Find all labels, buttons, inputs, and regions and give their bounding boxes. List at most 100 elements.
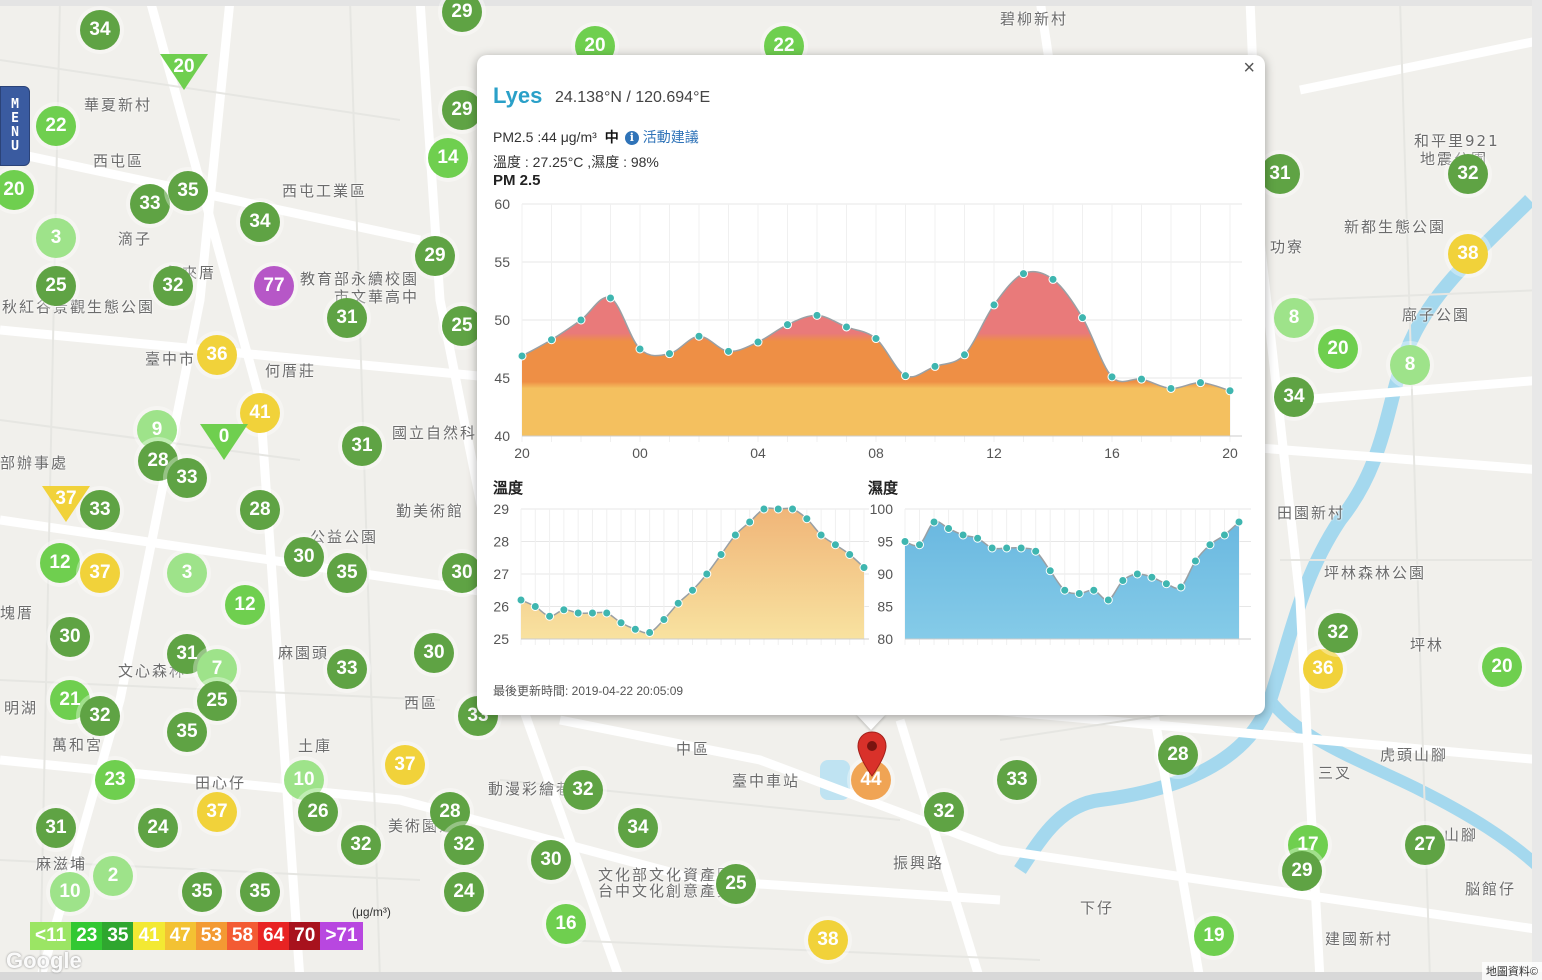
data-point[interactable] — [859, 563, 869, 572]
data-point[interactable] — [688, 585, 697, 595]
data-point[interactable] — [842, 322, 851, 332]
data-point[interactable] — [1161, 579, 1171, 589]
data-point[interactable] — [1048, 274, 1058, 284]
station-marker[interactable]: 77 — [254, 266, 294, 306]
station-marker[interactable]: 32 — [924, 792, 964, 832]
data-point[interactable] — [871, 334, 881, 344]
station-marker[interactable]: 30 — [284, 537, 324, 577]
data-point[interactable] — [773, 504, 783, 514]
data-point[interactable] — [1060, 585, 1070, 595]
station-marker[interactable]: 29 — [1282, 851, 1322, 891]
station-marker[interactable]: 31 — [1260, 154, 1300, 194]
data-point[interactable] — [900, 537, 910, 546]
data-point[interactable] — [530, 602, 540, 611]
station-marker[interactable]: 32 — [444, 825, 484, 865]
data-point[interactable] — [745, 517, 755, 527]
data-point[interactable] — [659, 615, 669, 624]
station-marker[interactable]: 35 — [182, 872, 222, 912]
data-point[interactable] — [1225, 386, 1235, 396]
station-marker[interactable]: 3 — [36, 218, 76, 258]
station-marker[interactable]: 32 — [563, 770, 603, 810]
station-marker[interactable]: 27 — [1405, 825, 1445, 865]
data-point[interactable] — [830, 540, 840, 550]
data-point[interactable] — [694, 331, 704, 341]
station-marker[interactable]: 26 — [298, 792, 338, 832]
data-point[interactable] — [645, 628, 655, 637]
station-marker[interactable]: 20 — [0, 170, 34, 210]
station-marker[interactable]: 29 — [442, 0, 482, 32]
station-marker[interactable]: 33 — [167, 458, 207, 498]
station-marker[interactable]: 30 — [50, 617, 90, 657]
menu-button[interactable]: MENU — [0, 86, 30, 166]
station-marker[interactable]: 22 — [36, 106, 76, 146]
station-marker[interactable]: 31 — [327, 298, 367, 338]
data-point[interactable] — [1118, 576, 1128, 585]
station-marker[interactable]: 25 — [36, 266, 76, 306]
selected-location-pin-icon[interactable] — [855, 730, 889, 780]
station-marker[interactable]: 25 — [716, 864, 756, 904]
data-point[interactable] — [559, 605, 569, 615]
station-marker[interactable]: 12 — [40, 543, 80, 583]
station-marker[interactable]: 25 — [442, 306, 482, 346]
station-marker[interactable]: 25 — [197, 681, 237, 721]
station-marker[interactable]: 31 — [342, 426, 382, 466]
data-point[interactable] — [702, 569, 712, 579]
data-point[interactable] — [1176, 582, 1186, 592]
station-marker[interactable]: 37 — [80, 553, 120, 593]
station-marker[interactable]: 28 — [240, 490, 280, 530]
data-point[interactable] — [730, 530, 740, 540]
data-point[interactable] — [665, 349, 674, 359]
station-marker[interactable]: 12 — [225, 585, 265, 625]
data-point[interactable] — [915, 540, 925, 550]
data-point[interactable] — [1002, 543, 1012, 553]
triangle-station-marker[interactable] — [200, 424, 248, 460]
station-marker[interactable]: 21 — [50, 680, 90, 720]
station-marker[interactable]: 20 — [1318, 329, 1358, 369]
station-marker[interactable]: 35 — [168, 171, 208, 211]
data-point[interactable] — [929, 517, 939, 527]
data-point[interactable] — [1019, 269, 1028, 279]
station-marker[interactable]: 33 — [997, 760, 1037, 800]
station-marker[interactable]: 34 — [240, 202, 280, 242]
station-marker[interactable]: 2 — [93, 856, 133, 896]
station-marker[interactable]: 29 — [415, 236, 455, 276]
station-marker[interactable]: 35 — [167, 712, 207, 752]
data-point[interactable] — [1016, 543, 1026, 553]
station-marker[interactable]: 30 — [531, 840, 571, 880]
data-point[interactable] — [1031, 546, 1041, 556]
station-marker[interactable]: 19 — [1194, 916, 1234, 956]
data-point[interactable] — [1103, 595, 1113, 605]
station-marker[interactable]: 28 — [1158, 735, 1198, 775]
data-point[interactable] — [547, 335, 556, 345]
data-point[interactable] — [630, 624, 640, 634]
station-marker[interactable]: 30 — [414, 633, 454, 673]
data-point[interactable] — [716, 550, 726, 559]
data-point[interactable] — [1205, 540, 1215, 550]
data-point[interactable] — [930, 361, 940, 371]
station-marker[interactable]: 32 — [341, 825, 381, 865]
data-point[interactable] — [1107, 372, 1117, 382]
data-point[interactable] — [973, 533, 983, 543]
station-marker[interactable]: 23 — [95, 760, 135, 800]
station-marker[interactable]: 24 — [138, 808, 178, 848]
station-marker[interactable]: 31 — [36, 808, 76, 848]
data-point[interactable] — [1219, 530, 1229, 540]
triangle-station-marker[interactable] — [42, 486, 90, 522]
data-point[interactable] — [845, 550, 855, 559]
station-marker[interactable]: 37 — [385, 745, 425, 785]
station-marker[interactable]: 32 — [80, 696, 120, 736]
station-marker[interactable]: 16 — [546, 904, 586, 944]
info-icon[interactable]: i — [624, 131, 639, 145]
station-marker[interactable]: 33 — [327, 649, 367, 689]
station-marker[interactable]: 32 — [1448, 154, 1488, 194]
data-point[interactable] — [1132, 569, 1142, 579]
data-point[interactable] — [1078, 313, 1087, 323]
triangle-station-marker[interactable] — [160, 54, 208, 90]
station-marker[interactable]: 36 — [1303, 649, 1343, 689]
data-point[interactable] — [1089, 585, 1099, 595]
data-point[interactable] — [989, 300, 999, 310]
data-point[interactable] — [587, 608, 597, 618]
data-point[interactable] — [783, 320, 792, 330]
station-marker[interactable]: 29 — [442, 90, 482, 130]
station-marker[interactable]: 38 — [1448, 234, 1488, 274]
